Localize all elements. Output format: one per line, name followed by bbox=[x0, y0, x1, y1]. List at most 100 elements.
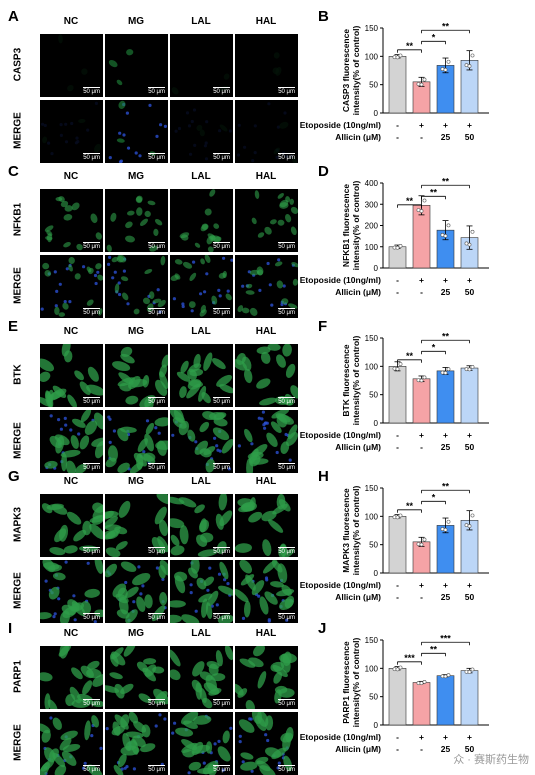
cell-rendering bbox=[170, 410, 233, 473]
column-header: MG bbox=[127, 476, 145, 487]
treatment-label: Allicin (μM) bbox=[335, 132, 381, 142]
bar bbox=[436, 675, 455, 726]
micrograph-tile: 50 μm bbox=[170, 712, 233, 775]
treatment-cell: 50 bbox=[465, 132, 475, 142]
micrograph-tile: 50 μm bbox=[105, 560, 168, 623]
column-header: NC bbox=[63, 171, 79, 182]
scale-bar: 50 μm bbox=[213, 699, 230, 707]
scale-bar: 50 μm bbox=[148, 397, 165, 405]
scale-bar: 50 μm bbox=[83, 547, 100, 555]
column-header: HAL bbox=[255, 16, 277, 27]
treatment-cell: - bbox=[396, 592, 399, 602]
column-header: NC bbox=[63, 476, 79, 487]
y-axis-label: BTK fluorescenceintensity(% of control) bbox=[341, 335, 361, 425]
micrograph-tile: 50 μm bbox=[105, 646, 168, 709]
significance-label: * bbox=[432, 492, 436, 502]
scale-bar: 50 μm bbox=[278, 765, 295, 773]
cell-rendering bbox=[171, 712, 233, 775]
data-point bbox=[440, 527, 445, 531]
scale-bar: 50 μm bbox=[148, 308, 165, 316]
y-tick-label: 200 bbox=[365, 222, 379, 231]
column-header: MG bbox=[127, 171, 145, 182]
treatment-cell: 25 bbox=[441, 442, 451, 452]
scale-bar: 50 μm bbox=[83, 242, 100, 250]
data-point bbox=[422, 77, 427, 82]
row-label: NFKB1 bbox=[12, 202, 24, 237]
micrograph-tile: 50 μm bbox=[235, 255, 298, 318]
chart-panel-label: J bbox=[318, 620, 327, 637]
y-tick-label: 300 bbox=[365, 200, 379, 209]
data-point bbox=[395, 367, 400, 371]
y-tick-label: 100 bbox=[365, 664, 379, 673]
data-point bbox=[392, 667, 397, 672]
treatment-cell: 25 bbox=[441, 744, 451, 754]
micrograph-tile: 50 μm bbox=[40, 410, 103, 473]
data-point bbox=[416, 542, 421, 547]
column-header: LAL bbox=[191, 16, 211, 27]
treatment-label: Etoposide (10ng/ml) bbox=[300, 120, 381, 130]
column-header: HAL bbox=[255, 628, 277, 639]
y-tick-label: 150 bbox=[365, 334, 379, 343]
micro-panel-label: E bbox=[8, 318, 19, 335]
treatment-cell: + bbox=[467, 580, 472, 590]
row-label: MERGE bbox=[12, 422, 24, 459]
watermark: 众 · 赛斯药生物 bbox=[453, 754, 529, 766]
cell-rendering bbox=[235, 560, 295, 623]
micrograph-tile: 50 μm bbox=[235, 189, 298, 252]
y-axis-label: PARP1 fluorescenceintensity(% of control… bbox=[341, 637, 361, 727]
data-point bbox=[467, 64, 472, 68]
micrograph-tile: 50 μm bbox=[170, 494, 233, 557]
y-tick-label: 100 bbox=[365, 512, 379, 521]
scale-bar: 50 μm bbox=[213, 765, 230, 773]
data-point bbox=[398, 665, 403, 670]
micrograph-tile: 50 μm bbox=[40, 646, 103, 709]
cell-rendering bbox=[40, 560, 103, 623]
treatment-label: Etoposide (10ng/ml) bbox=[300, 732, 381, 742]
scale-bar: 50 μm bbox=[83, 765, 100, 773]
data-point bbox=[398, 53, 403, 58]
cell-rendering bbox=[174, 108, 232, 161]
cell-rendering bbox=[107, 255, 166, 315]
significance-label: ** bbox=[442, 331, 450, 341]
data-point bbox=[419, 82, 424, 87]
micrograph-tile: 50 μm bbox=[40, 344, 103, 407]
scale-bar: 50 μm bbox=[278, 153, 295, 161]
treatment-cell: + bbox=[419, 430, 424, 440]
data-point bbox=[395, 515, 400, 520]
column-header: MG bbox=[127, 16, 145, 27]
treatment-cell: + bbox=[443, 732, 448, 742]
significance-label: *** bbox=[440, 633, 451, 643]
data-point bbox=[464, 669, 469, 674]
treatment-cell: 50 bbox=[465, 442, 475, 452]
treatment-cell: + bbox=[467, 430, 472, 440]
treatment-cell: + bbox=[419, 275, 424, 285]
micrograph-tile: 50 μm bbox=[170, 410, 233, 473]
micrograph-tile: 50 μm bbox=[105, 494, 168, 557]
scale-bar: 50 μm bbox=[213, 308, 230, 316]
cell-rendering bbox=[235, 344, 298, 406]
data-point bbox=[464, 523, 469, 528]
data-point bbox=[419, 681, 424, 686]
cell-rendering bbox=[40, 715, 103, 775]
column-header: MG bbox=[127, 628, 145, 639]
data-point bbox=[470, 364, 475, 369]
micrograph-tile: 50 μm bbox=[170, 100, 233, 163]
row-label: MERGE bbox=[12, 267, 24, 304]
cell-rendering bbox=[58, 34, 88, 92]
column-header: NC bbox=[63, 326, 79, 337]
micrograph-tile: 50 μm bbox=[235, 100, 298, 163]
micrograph-tile: 50 μm bbox=[170, 560, 233, 623]
y-axis-label: MAPK3 fluorescenceintensity(% of control… bbox=[341, 485, 361, 575]
chart-panel-label: H bbox=[318, 468, 329, 485]
micrograph-tile: 50 μm bbox=[40, 100, 103, 163]
y-tick-label: 50 bbox=[369, 541, 378, 550]
y-tick-label: 100 bbox=[365, 52, 379, 61]
cell-rendering bbox=[272, 52, 282, 76]
y-tick-label: 0 bbox=[374, 569, 379, 578]
y-tick-label: 0 bbox=[374, 109, 379, 118]
micrograph-tile: 50 μm bbox=[235, 344, 298, 407]
row-label: MAPK3 bbox=[12, 507, 24, 543]
data-point bbox=[398, 243, 403, 248]
cell-rendering bbox=[41, 502, 103, 556]
micrograph-tile: 50 μm bbox=[105, 255, 168, 318]
